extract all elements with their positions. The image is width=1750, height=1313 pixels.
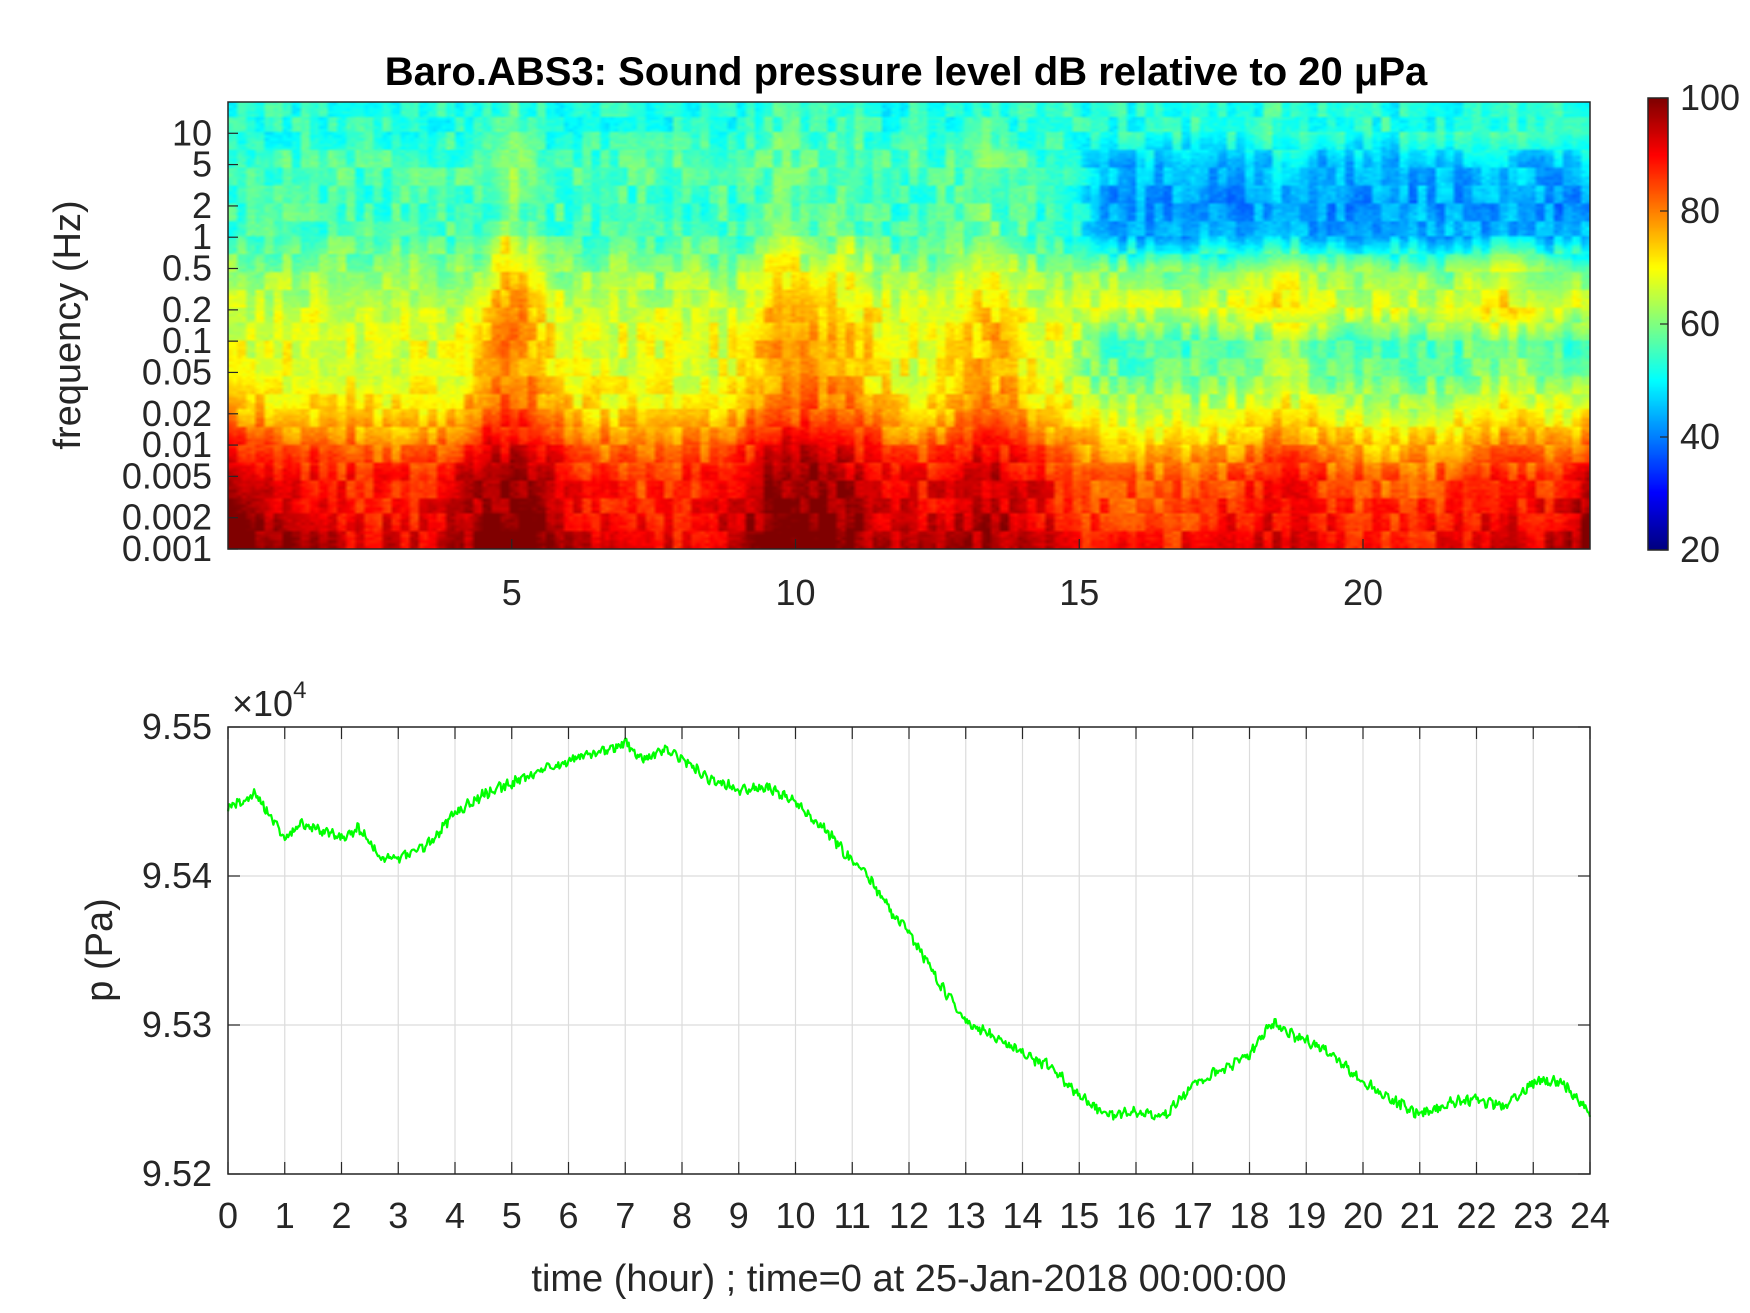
pressure-x-tick-label: 21 (1400, 1195, 1440, 1236)
pressure-x-tick-label: 0 (218, 1195, 238, 1236)
spectrogram-y-label: frequency (Hz) (47, 200, 89, 449)
spectrogram-x-tick-label: 10 (775, 572, 815, 613)
spectrogram-title: Baro.ABS3: Sound pressure level dB relat… (385, 50, 1428, 94)
colorbar-tick-label: 40 (1680, 416, 1720, 457)
pressure-x-tick-label: 2 (331, 1195, 351, 1236)
pressure-x-tick-label: 5 (502, 1195, 522, 1236)
pressure-y-ticks: 9.52 9.53 9.54 9.55 (142, 706, 1590, 1194)
colorbar-tick-label: 60 (1680, 303, 1720, 344)
spectrogram-y-tick-label: 0.5 (162, 247, 212, 288)
pressure-x-tick-label: 8 (672, 1195, 692, 1236)
pressure-y-tick-label: 9.52 (142, 1153, 212, 1194)
pressure-x-tick-label: 11 (834, 1195, 871, 1236)
pressure-panel: 9.529.539.549.55 0 1 2 3 4 5 6 7 8 9 10 11 12 13 14 15 1… (79, 677, 1610, 1300)
spectrogram-y-tick-label: 0.005 (122, 455, 212, 496)
spectrogram-y-tick-label: 2 (192, 185, 212, 226)
spectrogram-y-tick-label: 5 (192, 144, 212, 185)
pressure-x-tick-label: 4 (445, 1195, 465, 1236)
pressure-x-tick-label: 22 (1456, 1195, 1496, 1236)
colorbar-tick-label: 20 (1680, 529, 1720, 570)
spectrogram-axes-box (227, 101, 1591, 550)
pressure-x-tick-label: 20 (1343, 1195, 1383, 1236)
pressure-x-tick-label: 3 (388, 1195, 408, 1236)
y-multiplier: ×104 (232, 677, 306, 724)
spectrogram-y-tick-label: 0.1 (162, 320, 212, 361)
pressure-x-ticks: 0 1 2 3 4 5 6 7 8 9 10 11 12 13 14 15 16 17 18 19 20 21 22 23 24 (218, 727, 1610, 1236)
pressure-y-tick-label: 9.55 (142, 706, 212, 747)
colorbar-tick-label: 80 (1680, 190, 1720, 231)
colorbar-ticks: 20 40 60 80 100 (1660, 77, 1740, 570)
pressure-y-tick-label: 9.53 (142, 1004, 212, 1045)
pressure-x-tick-label: 9 (729, 1195, 749, 1236)
spectrogram-y-tick-label: 0.01 (142, 424, 212, 465)
y-multiplier-base: ×10 (232, 683, 293, 724)
spectrogram-y-tick-label: 10 (172, 112, 212, 153)
pressure-x-tick-label: 18 (1229, 1195, 1269, 1236)
colorbar-tick-label: 100 (1680, 77, 1740, 118)
spectrogram-y-tick-label: 0.001 (122, 528, 212, 569)
pressure-x-tick-label: 16 (1116, 1195, 1156, 1236)
pressure-x-tick-label: 12 (889, 1195, 929, 1236)
pressure-x-tick-label: 10 (775, 1195, 815, 1236)
spectrogram-y-tick-label: 0.05 (142, 351, 212, 392)
pressure-y-tick-label: 9.54 (142, 855, 212, 896)
pressure-x-tick-label: 1 (275, 1195, 295, 1236)
pressure-x-tick-label: 6 (558, 1195, 578, 1236)
spectrogram-panel: Baro.ABS3: Sound pressure level dB relat… (47, 50, 1740, 613)
spectrogram-y-ticks: 0.0010.0020.0050.010.020.050.10.20.51251… (122, 112, 238, 569)
pressure-x-tick-label: 23 (1513, 1195, 1553, 1236)
pressure-x-tick-label: 24 (1570, 1195, 1610, 1236)
spectrogram-x-tick-label: 5 (502, 572, 522, 613)
spectrogram-y-tick-label: 0.2 (162, 289, 212, 330)
pressure-y-label: p (Pa) (79, 898, 121, 1001)
pressure-line (226, 737, 1592, 1121)
pressure-x-tick-label: 17 (1173, 1195, 1213, 1236)
pressure-x-tick-label: 7 (615, 1195, 635, 1236)
pressure-x-label: time (hour) ; time=0 at 25-Jan-2018 00:0… (531, 1258, 1286, 1300)
spectrogram-x-tick-label: 20 (1343, 572, 1383, 613)
spectrogram-x-ticks: 5 10 15 20 (502, 539, 1383, 613)
pressure-x-tick-label: 15 (1059, 1195, 1099, 1236)
spectrogram-y-tick-label: 0.002 (122, 497, 212, 538)
pressure-x-tick-label: 13 (946, 1195, 986, 1236)
spectrogram-x-tick-label: 15 (1059, 572, 1099, 613)
y-multiplier-exponent: 4 (293, 677, 306, 704)
spectrogram-heatmap (228, 102, 1590, 549)
spectrogram-y-tick-label: 0.02 (142, 393, 212, 434)
pressure-x-tick-label: 14 (1002, 1195, 1042, 1236)
pressure-x-tick-label: 19 (1286, 1195, 1326, 1236)
spectrogram-y-tick-label: 1 (192, 216, 212, 257)
